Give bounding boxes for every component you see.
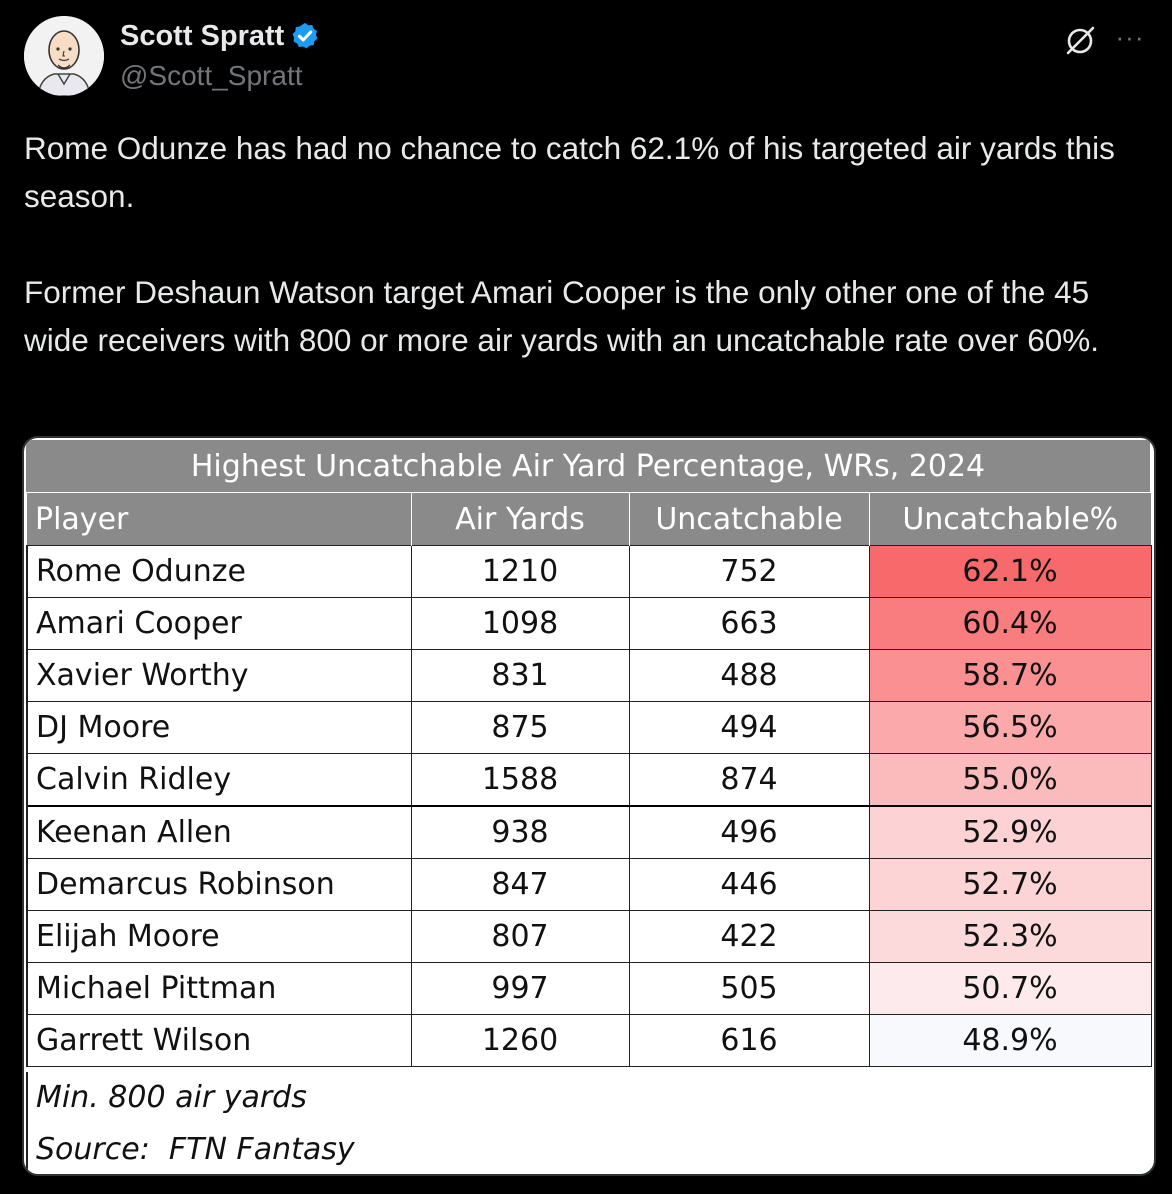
cell-air-yards: 847 — [410, 858, 630, 911]
cell-player: Garrett Wilson — [26, 1014, 412, 1067]
table-row: Demarcus Robinson 847 446 52.7% — [26, 858, 1152, 911]
table-row: Rome Odunze 1210 752 62.1% — [26, 545, 1152, 598]
cell-uncatchable: 874 — [628, 753, 870, 807]
cell-air-yards: 938 — [410, 805, 630, 859]
cell-uncatchable: 663 — [628, 597, 870, 650]
table-footnotes: Min. 800 air yards Source: FTN Fantasy — [26, 1072, 1150, 1170]
footnote-source: Source: FTN Fantasy — [36, 1132, 355, 1167]
cell-uncatchable-pct: 62.1% — [868, 545, 1152, 598]
cell-uncatchable-pct: 56.5% — [868, 701, 1152, 754]
cell-player: Keenan Allen — [26, 805, 412, 859]
table-row: Xavier Worthy 831 488 58.7% — [26, 649, 1152, 702]
cell-uncatchable-pct: 50.7% — [868, 962, 1152, 1015]
cell-uncatchable: 488 — [628, 649, 870, 702]
cell-player: Michael Pittman — [26, 962, 412, 1015]
cell-uncatchable: 494 — [628, 701, 870, 754]
cell-air-yards: 1260 — [410, 1014, 630, 1067]
cell-uncatchable: 616 — [628, 1014, 870, 1067]
cell-uncatchable-pct: 52.9% — [868, 805, 1152, 859]
cell-player: Rome Odunze — [26, 545, 412, 598]
table-row: DJ Moore 875 494 56.5% — [26, 701, 1152, 754]
stats-table: Player Air Yards Uncatchable Uncatchable… — [26, 492, 1152, 1067]
table-row: Calvin Ridley 1588 874 55.0% — [26, 753, 1152, 807]
cell-player: Amari Cooper — [26, 597, 412, 650]
table-row: Garrett Wilson 1260 616 48.9% — [26, 1014, 1152, 1067]
header-player: Player — [27, 492, 411, 546]
cell-uncatchable-pct: 60.4% — [868, 597, 1152, 650]
tweet-media-image[interactable]: Highest Uncatchable Air Yard Percentage,… — [22, 436, 1156, 1176]
header-uncatchable: Uncatchable — [628, 492, 869, 546]
header-uncatchable-pct: Uncatchable% — [868, 492, 1151, 546]
grok-icon[interactable] — [1062, 22, 1098, 58]
table-row: Keenan Allen 938 496 52.9% — [26, 805, 1152, 859]
table-title: Highest Uncatchable Air Yard Percentage,… — [26, 440, 1150, 492]
footnote-min: Min. 800 air yards — [36, 1080, 307, 1115]
cell-uncatchable-pct: 58.7% — [868, 649, 1152, 702]
more-options-icon[interactable]: ··· — [1115, 22, 1145, 52]
cell-air-yards: 831 — [410, 649, 630, 702]
tweet-header: Scott Spratt @Scott_Spratt ··· — [24, 16, 1148, 100]
display-name[interactable]: Scott Spratt — [120, 20, 285, 52]
cell-uncatchable: 505 — [628, 962, 870, 1015]
avatar[interactable] — [24, 16, 104, 96]
cell-air-yards: 1210 — [410, 545, 630, 598]
cell-player: Xavier Worthy — [26, 649, 412, 702]
cell-player: Elijah Moore — [26, 910, 412, 963]
cell-uncatchable: 422 — [628, 910, 870, 963]
cell-uncatchable-pct: 52.3% — [868, 910, 1152, 963]
handle[interactable]: @Scott_Spratt — [120, 60, 303, 91]
stats-table-image: Highest Uncatchable Air Yard Percentage,… — [26, 440, 1152, 1170]
cell-player: Demarcus Robinson — [26, 858, 412, 911]
cell-air-yards: 1588 — [410, 753, 630, 807]
cell-player: DJ Moore — [26, 701, 412, 754]
tweet-paragraph-2: Former Deshaun Watson target Amari Coope… — [24, 274, 1100, 358]
cell-player: Calvin Ridley — [26, 753, 412, 807]
tweet-text: Rome Odunze has had no chance to catch 6… — [24, 124, 1154, 364]
table-row: Amari Cooper 1098 663 60.4% — [26, 597, 1152, 650]
table-row: Elijah Moore 807 422 52.3% — [26, 910, 1152, 963]
header-air-yards: Air Yards — [410, 492, 629, 546]
cell-air-yards: 875 — [410, 701, 630, 754]
cell-uncatchable-pct: 48.9% — [868, 1014, 1152, 1067]
cell-air-yards: 997 — [410, 962, 630, 1015]
cell-uncatchable-pct: 55.0% — [868, 753, 1152, 807]
table-row: Michael Pittman 997 505 50.7% — [26, 962, 1152, 1015]
name-row: Scott Spratt — [120, 18, 320, 54]
cell-air-yards: 807 — [410, 910, 630, 963]
cell-air-yards: 1098 — [410, 597, 630, 650]
cell-uncatchable: 446 — [628, 858, 870, 911]
table-header-row: Player Air Yards Uncatchable Uncatchable… — [27, 492, 1151, 546]
cell-uncatchable-pct: 52.7% — [868, 858, 1152, 911]
tweet-paragraph-1: Rome Odunze has had no chance to catch 6… — [24, 130, 1124, 214]
avatar-illustration-icon — [24, 16, 104, 96]
verified-badge-icon — [290, 21, 320, 51]
cell-uncatchable: 496 — [628, 805, 870, 859]
cell-uncatchable: 752 — [628, 545, 870, 598]
